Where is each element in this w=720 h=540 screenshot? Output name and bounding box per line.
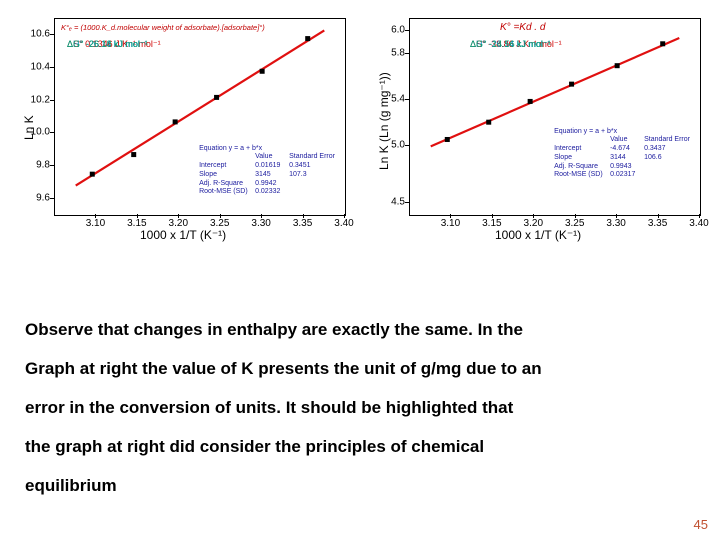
left-xtick-label: 3.35 (293, 218, 312, 229)
left-xtick-label: 3.40 (334, 218, 353, 229)
left-ytick-label: 10.6 (24, 29, 50, 40)
left-ytick-label: 10.2 (24, 94, 50, 105)
right-xtick-label: 3.40 (689, 218, 708, 229)
body-line-4: the graph at right did consider the prin… (25, 427, 695, 466)
right-ytick-label: 5.8 (379, 47, 405, 58)
left-ytick-label: 10.0 (24, 127, 50, 138)
left-ytick-label: 10.4 (24, 62, 50, 73)
right-plot-svg (410, 19, 700, 215)
left-xtick-label: 3.15 (127, 218, 146, 229)
left-xtick-label: 3.30 (251, 218, 270, 229)
right-xtick-label: 3.10 (441, 218, 460, 229)
right-xtick-label: 3.25 (565, 218, 584, 229)
body-text: Observe that changes in enthalpy are exa… (25, 310, 695, 505)
right-chart: K° =Kd . d ΔS° -38.86 J K⁻¹ mol⁻¹ ΔH° -2… (365, 10, 710, 250)
right-xtick-label: 3.30 (606, 218, 625, 229)
right-ytick-label: 6.0 (379, 24, 405, 35)
right-ytick-label: 5.4 (379, 93, 405, 104)
body-line-1: Observe that changes in enthalpy are exa… (25, 310, 695, 349)
left-plot-area: K°ₑ = (1000.K_d.molecular weight of adso… (54, 18, 346, 216)
left-xlabel: 1000 x 1/T (K⁻¹) (140, 228, 226, 242)
right-xtick-label: 3.20 (524, 218, 543, 229)
right-xtick-label: 3.15 (482, 218, 501, 229)
right-xlabel: 1000 x 1/T (K⁻¹) (495, 228, 581, 242)
left-xtick-label: 3.20 (169, 218, 188, 229)
left-plot-svg (55, 19, 345, 215)
page-number: 45 (694, 517, 708, 532)
right-plot-area: K° =Kd . d ΔS° -38.86 J K⁻¹ mol⁻¹ ΔH° -2… (409, 18, 701, 216)
body-line-5: equilibrium (25, 466, 695, 505)
left-ytick-label: 9.8 (24, 160, 50, 171)
slide-page: K°ₑ = (1000.K_d.molecular weight of adso… (0, 0, 720, 540)
left-chart: K°ₑ = (1000.K_d.molecular weight of adso… (10, 10, 355, 250)
left-ytick-label: 9.6 (24, 192, 50, 203)
left-xtick-label: 3.10 (86, 218, 105, 229)
charts-row: K°ₑ = (1000.K_d.molecular weight of adso… (10, 10, 710, 250)
right-ylabel: Ln K (Ln (g mg⁻¹)) (377, 72, 391, 170)
right-xtick-label: 3.35 (648, 218, 667, 229)
right-ytick-label: 5.0 (379, 139, 405, 150)
body-line-3: error in the conversion of units. It sho… (25, 388, 695, 427)
body-line-2: Graph at right the value of K presents t… (25, 349, 695, 388)
right-ytick-label: 4.5 (379, 197, 405, 208)
left-xtick-label: 3.25 (210, 218, 229, 229)
